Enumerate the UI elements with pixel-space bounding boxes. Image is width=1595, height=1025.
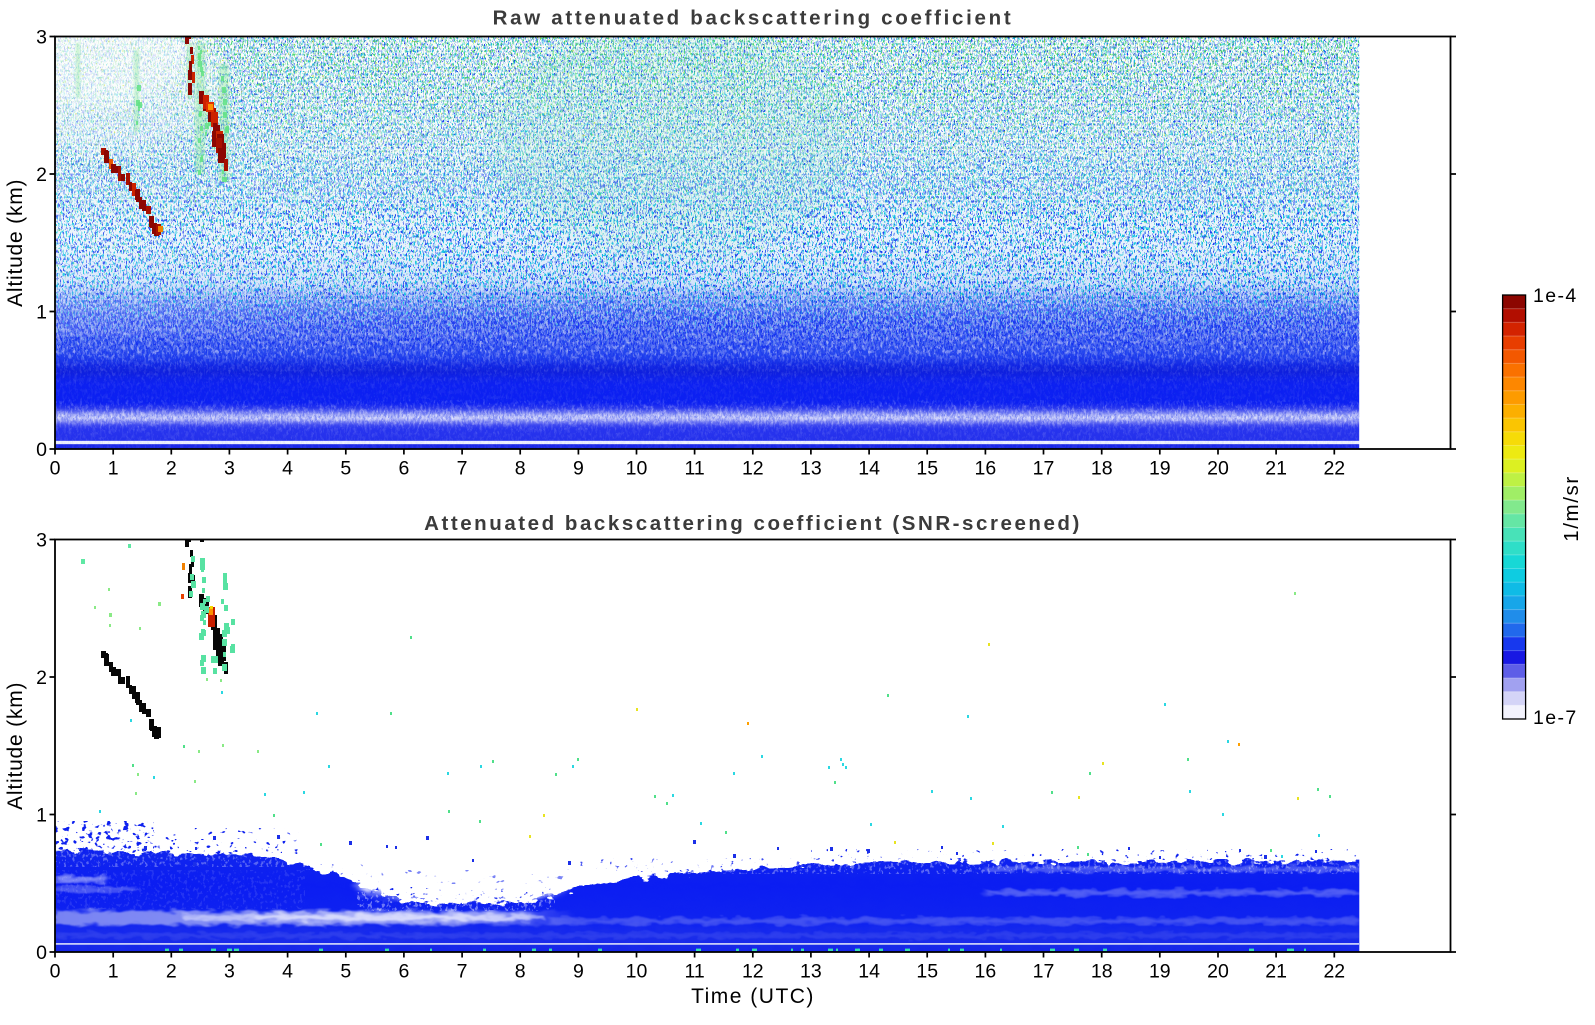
svg-text:22: 22 <box>1323 458 1345 480</box>
svg-text:21: 21 <box>1265 458 1287 480</box>
svg-text:14: 14 <box>858 458 880 480</box>
svg-text:16: 16 <box>975 458 997 480</box>
svg-text:5: 5 <box>340 961 351 983</box>
svg-text:13: 13 <box>800 458 822 480</box>
svg-text:20: 20 <box>1207 961 1229 983</box>
svg-text:Altitude (km): Altitude (km) <box>4 179 27 307</box>
svg-text:2: 2 <box>166 961 177 983</box>
svg-text:16: 16 <box>975 961 997 983</box>
svg-text:9: 9 <box>573 961 584 983</box>
svg-text:6: 6 <box>398 458 409 480</box>
svg-text:6: 6 <box>398 961 409 983</box>
svg-text:11: 11 <box>684 458 704 480</box>
svg-text:3: 3 <box>36 27 47 49</box>
svg-text:14: 14 <box>858 961 880 983</box>
svg-text:0: 0 <box>50 961 61 983</box>
svg-text:8: 8 <box>515 458 526 480</box>
svg-text:1e-7: 1e-7 <box>1533 707 1578 729</box>
svg-text:18: 18 <box>1091 458 1113 480</box>
svg-text:8: 8 <box>515 961 526 983</box>
svg-text:2: 2 <box>36 667 47 689</box>
svg-text:5: 5 <box>340 458 351 480</box>
svg-text:1: 1 <box>36 302 47 324</box>
svg-text:11: 11 <box>684 961 704 983</box>
svg-text:1e-4: 1e-4 <box>1533 285 1578 307</box>
svg-text:0: 0 <box>36 439 47 461</box>
svg-text:17: 17 <box>1033 961 1055 983</box>
svg-text:Time (UTC): Time (UTC) <box>691 985 815 1008</box>
svg-text:7: 7 <box>457 458 468 480</box>
svg-text:0: 0 <box>50 458 61 480</box>
svg-text:7: 7 <box>457 961 468 983</box>
svg-text:10: 10 <box>626 458 648 480</box>
svg-text:2: 2 <box>36 164 47 186</box>
svg-text:12: 12 <box>742 458 764 480</box>
svg-text:19: 19 <box>1149 961 1171 983</box>
svg-text:19: 19 <box>1149 458 1171 480</box>
svg-text:21: 21 <box>1265 961 1287 983</box>
svg-text:4: 4 <box>282 458 293 480</box>
svg-text:0: 0 <box>36 942 47 964</box>
svg-text:12: 12 <box>742 961 764 983</box>
svg-text:15: 15 <box>916 458 938 480</box>
svg-text:15: 15 <box>916 961 938 983</box>
svg-text:3: 3 <box>36 530 47 552</box>
svg-text:17: 17 <box>1033 458 1055 480</box>
svg-text:Altitude (km): Altitude (km) <box>4 682 27 810</box>
svg-text:1/m/sr: 1/m/sr <box>1560 475 1583 542</box>
svg-text:9: 9 <box>573 458 584 480</box>
svg-text:22: 22 <box>1323 961 1345 983</box>
svg-text:10: 10 <box>626 961 648 983</box>
svg-text:1: 1 <box>108 458 119 480</box>
svg-text:18: 18 <box>1091 961 1113 983</box>
svg-text:Attenuated backscattering coef: Attenuated backscattering coefficient (S… <box>424 512 1082 535</box>
svg-text:1: 1 <box>36 805 47 827</box>
svg-text:3: 3 <box>224 961 235 983</box>
svg-text:3: 3 <box>224 458 235 480</box>
svg-text:4: 4 <box>282 961 293 983</box>
svg-text:1: 1 <box>108 961 119 983</box>
svg-text:20: 20 <box>1207 458 1229 480</box>
svg-text:2: 2 <box>166 458 177 480</box>
svg-text:13: 13 <box>800 961 822 983</box>
svg-text:Raw attenuated backscattering: Raw attenuated backscattering coefficien… <box>493 7 1014 30</box>
